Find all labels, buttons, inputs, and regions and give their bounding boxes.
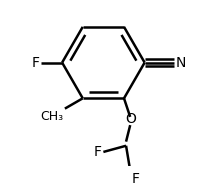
Text: CH₃: CH₃ <box>40 110 63 123</box>
Text: F: F <box>94 145 102 159</box>
Text: O: O <box>125 112 136 126</box>
Text: N: N <box>175 56 186 70</box>
Text: F: F <box>131 172 139 186</box>
Text: F: F <box>32 56 40 70</box>
